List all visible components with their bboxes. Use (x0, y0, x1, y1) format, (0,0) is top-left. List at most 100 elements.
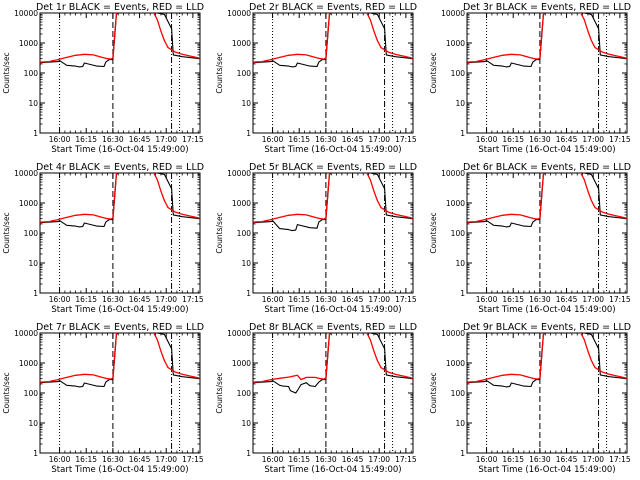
x-tick-label: 17:00 (582, 135, 604, 144)
y-tick-label: 1000 (19, 359, 38, 368)
chart-panel: Det 9r BLACK = Events, RED = LLD 1 10 100 10… (429, 322, 631, 475)
y-tick-label: 10 (28, 419, 38, 428)
series-line-lld (467, 173, 627, 223)
y-tick-label: 1 (460, 289, 465, 298)
x-tick-label: 17:15 (182, 135, 204, 144)
x-axis-title: Start Time (16-Oct-04 15:49:00) (264, 305, 401, 315)
x-axis-title: Start Time (16-Oct-04 15:49:00) (264, 465, 401, 475)
x-tick-label: 17:00 (368, 135, 390, 144)
x-tick-label: 16:30 (102, 455, 124, 464)
y-tick-label: 100 (237, 389, 252, 398)
y-tick-label: 1 (246, 129, 251, 138)
y-axis-title: Counts/sec (215, 52, 224, 93)
chart-title: Det 7r BLACK = Events, RED = LLD (36, 322, 204, 333)
x-tick-label: 17:15 (609, 135, 631, 144)
y-tick-label: 1000 (446, 39, 465, 48)
series-line-lld (253, 173, 413, 223)
y-tick-label: 1000 (446, 359, 465, 368)
x-tick-label: 16:45 (342, 135, 364, 144)
x-tick-label: 16:45 (556, 455, 578, 464)
y-tick-label: 100 (237, 69, 252, 78)
x-axis-title: Start Time (16-Oct-04 15:49:00) (51, 305, 188, 315)
x-axis-title: Start Time (16-Oct-04 15:49:00) (478, 305, 615, 315)
x-tick-label: 17:15 (395, 135, 417, 144)
y-tick-label: 100 (24, 69, 39, 78)
x-tick-label: 16:15 (75, 295, 97, 304)
x-tick-label: 16:15 (288, 455, 310, 464)
x-tick-label: 16:45 (556, 135, 578, 144)
y-tick-label: 100 (451, 69, 466, 78)
y-axis-title: Counts/sec (215, 372, 224, 413)
chart-panel: Det 4r BLACK = Events, RED = LLD 1 10 100 10… (2, 162, 204, 315)
x-tick-label: 16:15 (75, 135, 97, 144)
y-axis-title: Counts/sec (2, 52, 11, 93)
x-tick-label: 16:00 (49, 295, 71, 304)
y-tick-label: 10 (28, 99, 38, 108)
x-tick-label: 16:15 (502, 135, 524, 144)
y-tick-label: 100 (24, 389, 39, 398)
x-axis-title: Start Time (16-Oct-04 15:49:00) (478, 145, 615, 155)
x-tick-label: 16:45 (342, 455, 364, 464)
x-tick-label: 16:00 (262, 295, 284, 304)
y-tick-label: 10000 (227, 329, 251, 338)
series-line-events (253, 173, 413, 232)
y-tick-label: 1000 (446, 199, 465, 208)
x-tick-label: 16:45 (556, 295, 578, 304)
x-tick-label: 16:45 (129, 295, 151, 304)
chart-panel: Det 7r BLACK = Events, RED = LLD 1 10 100 10… (2, 322, 204, 475)
x-axis-title: Start Time (16-Oct-04 15:49:00) (51, 145, 188, 155)
series-group (253, 333, 413, 394)
x-tick-label: 16:00 (49, 455, 71, 464)
chart-title: Det 3r BLACK = Events, RED = LLD (463, 2, 631, 13)
y-tick-label: 100 (451, 229, 466, 238)
x-tick-label: 17:15 (609, 455, 631, 464)
plot-frame (252, 172, 414, 294)
y-tick-label: 1000 (232, 199, 251, 208)
series-group (40, 173, 200, 228)
y-tick-label: 1 (460, 449, 465, 458)
x-tick-label: 17:00 (582, 455, 604, 464)
y-tick-label: 10 (241, 419, 251, 428)
series-line-events (253, 333, 413, 394)
x-tick-label: 16:00 (262, 455, 284, 464)
series-group (467, 333, 627, 388)
y-axis-title: Counts/sec (2, 372, 11, 413)
y-tick-label: 10000 (227, 9, 251, 18)
x-tick-label: 16:30 (529, 455, 551, 464)
x-tick-label: 17:15 (395, 295, 417, 304)
series-line-lld (253, 333, 413, 383)
x-tick-label: 16:30 (315, 295, 337, 304)
y-tick-label: 1 (33, 449, 38, 458)
x-tick-label: 17:00 (368, 295, 390, 304)
plot-frame (466, 172, 628, 294)
series-group (467, 173, 627, 228)
x-tick-label: 16:00 (476, 295, 498, 304)
x-tick-label: 17:15 (182, 295, 204, 304)
chart-panel: Det 6r BLACK = Events, RED = LLD 1 10 100 10… (429, 162, 631, 315)
chart-title: Det 5r BLACK = Events, RED = LLD (249, 162, 417, 173)
x-tick-label: 16:00 (262, 135, 284, 144)
plot-frame (39, 12, 201, 134)
x-tick-label: 16:30 (529, 295, 551, 304)
series-line-lld (40, 173, 200, 223)
series-line-lld (253, 13, 413, 63)
y-tick-label: 100 (24, 229, 39, 238)
y-tick-label: 1 (460, 129, 465, 138)
y-tick-label: 10 (28, 259, 38, 268)
plot-frame (39, 332, 201, 454)
chart-panel: Det 5r BLACK = Events, RED = LLD 1 10 100 10… (215, 162, 417, 315)
chart-panel: Det 2r BLACK = Events, RED = LLD 1 10 100 10… (215, 2, 417, 155)
x-tick-label: 17:15 (395, 455, 417, 464)
x-tick-label: 16:15 (502, 455, 524, 464)
series-line-lld (467, 13, 627, 63)
plot-frame (466, 12, 628, 134)
x-axis-title: Start Time (16-Oct-04 15:49:00) (264, 145, 401, 155)
x-tick-label: 17:00 (155, 135, 177, 144)
y-tick-label: 10 (455, 259, 465, 268)
chart-title: Det 2r BLACK = Events, RED = LLD (249, 2, 417, 13)
y-tick-label: 10000 (14, 9, 38, 18)
y-tick-label: 10000 (227, 169, 251, 178)
y-tick-label: 10000 (441, 9, 465, 18)
x-tick-label: 17:00 (582, 295, 604, 304)
